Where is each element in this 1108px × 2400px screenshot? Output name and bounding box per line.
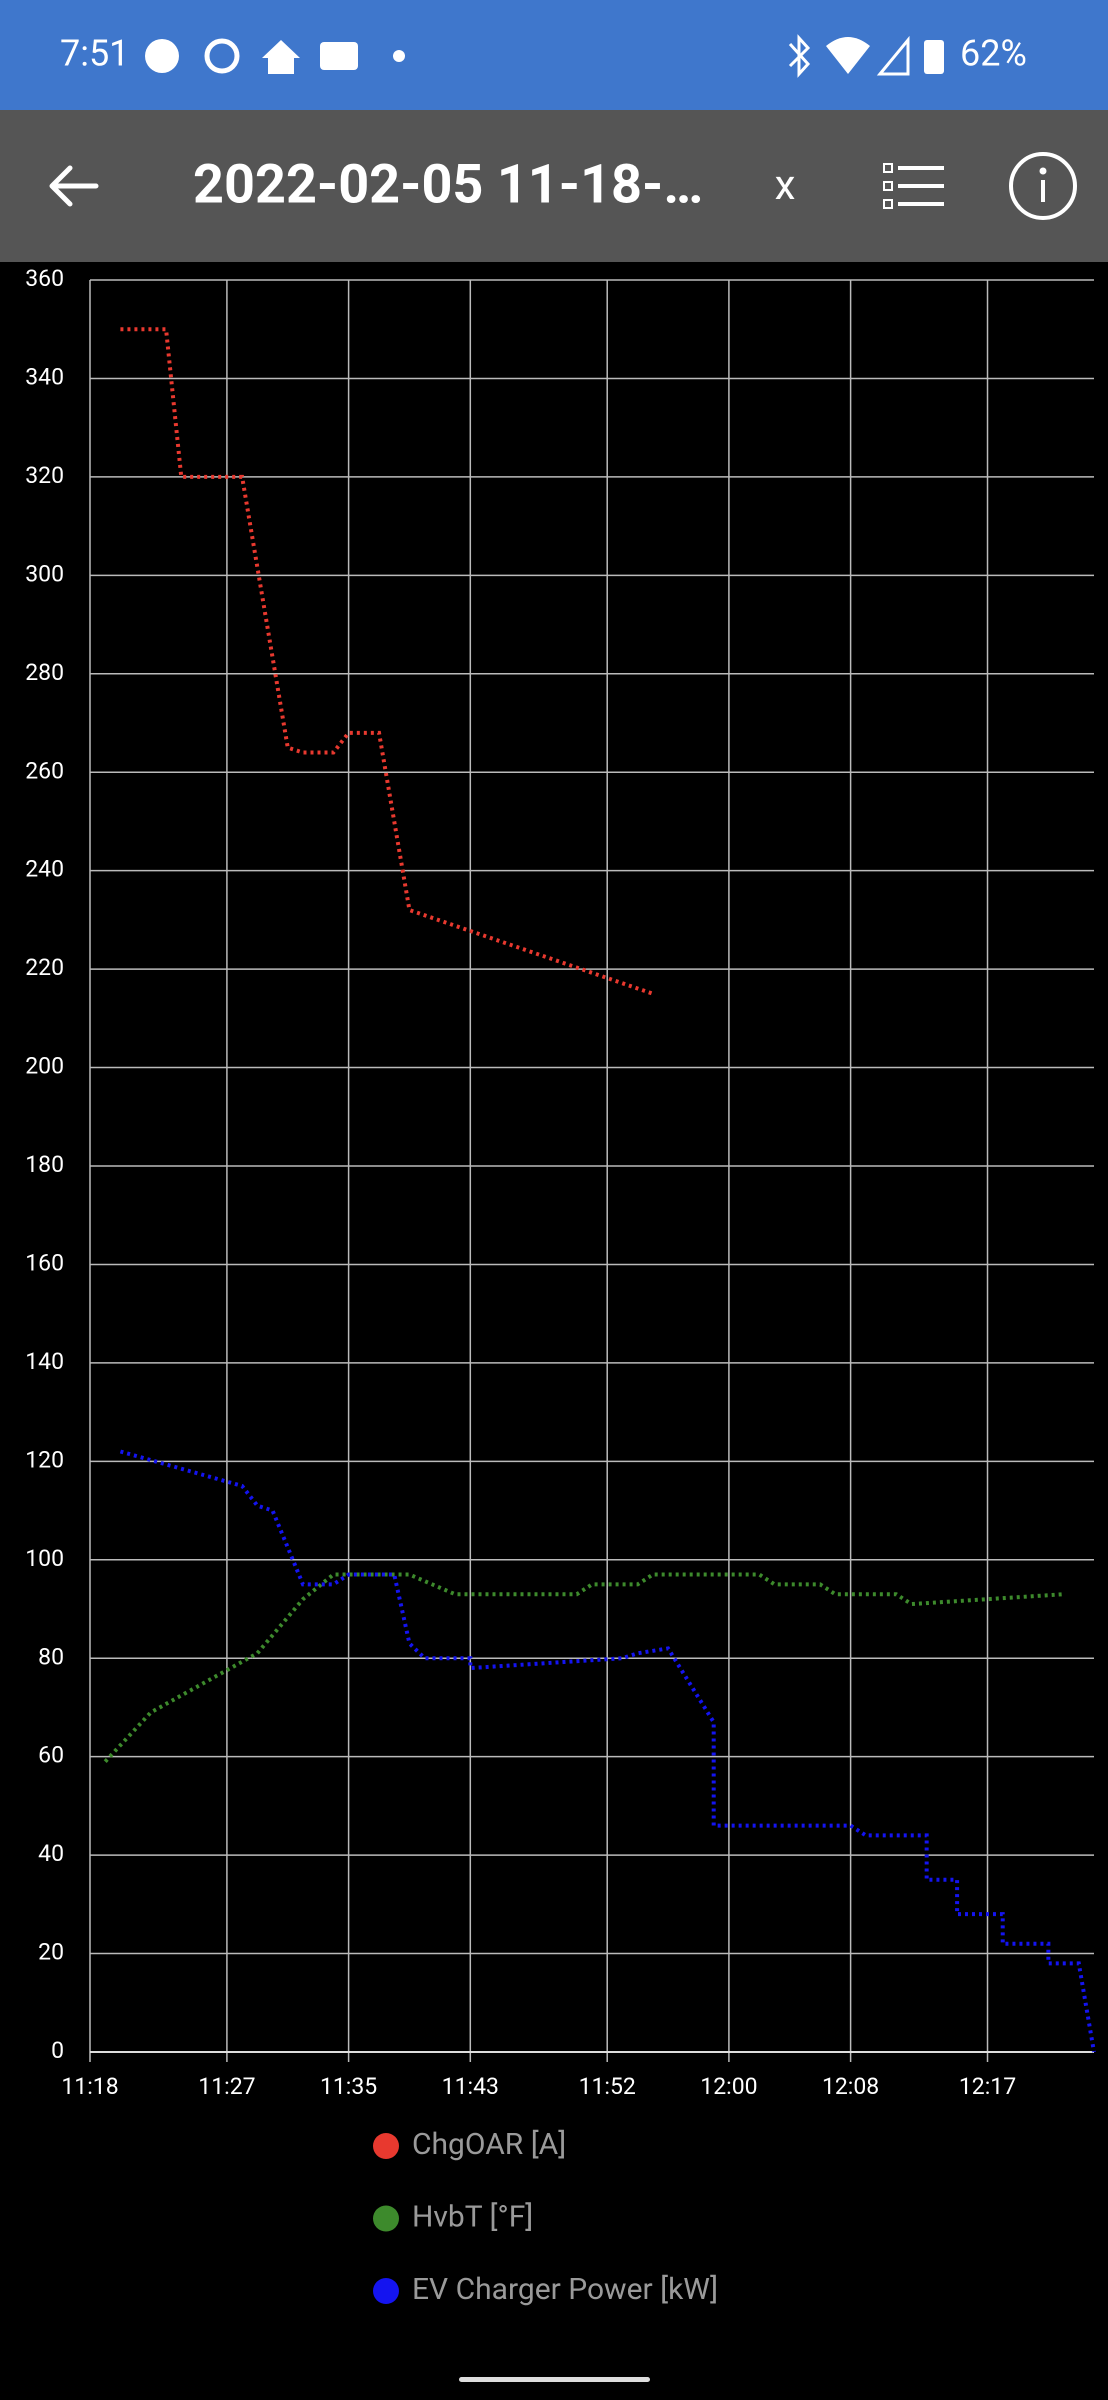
legend-label: ChgOAR [A]	[412, 2127, 566, 2162]
status-icons	[145, 34, 944, 78]
chart: 0 20 40 60 80 100 120 140 160 180 200 220 240 260 280 3…	[25, 265, 1096, 2307]
y-tick-label: 320	[25, 462, 64, 489]
y-tick-label: 0	[51, 2037, 64, 2064]
y-tick-label: 80	[38, 1643, 64, 1670]
notification-icon	[204, 38, 240, 74]
battery-icon	[924, 40, 944, 74]
y-tick-label: 300	[25, 560, 64, 587]
info-button[interactable]	[1009, 152, 1077, 220]
y-tick-label: 220	[25, 954, 64, 981]
home-icon	[262, 40, 300, 74]
list-box	[883, 199, 893, 209]
battery-level: 62%	[960, 33, 1027, 75]
status-time: 7:51	[60, 33, 129, 75]
y-tick-label: 280	[25, 659, 64, 686]
x-tick-label: 11:18	[61, 2073, 118, 2100]
list-button[interactable]	[883, 163, 944, 209]
list-box	[883, 163, 893, 173]
info-dot	[1039, 167, 1047, 175]
y-tick-label: 260	[25, 757, 64, 784]
dot-icon	[393, 50, 405, 62]
series-line	[103, 1572, 1064, 1763]
home-indicator	[459, 2377, 650, 2382]
info-bar	[1041, 180, 1045, 202]
x-tick-label: 12:00	[700, 2073, 757, 2100]
x-tick-label: 11:52	[579, 2073, 636, 2100]
y-tick-label: 40	[38, 1840, 64, 1867]
y-tick-label: 340	[25, 364, 64, 391]
x-tick-label: 12:08	[822, 2073, 879, 2100]
notification-icon	[145, 39, 179, 73]
close-button[interactable]: x	[775, 161, 796, 210]
bluetooth-icon	[788, 34, 811, 78]
legend-marker	[373, 2205, 399, 2232]
status-bar	[0, 0, 1108, 110]
legend-marker	[373, 2133, 399, 2159]
x-tick-label: 12:17	[959, 2073, 1016, 2100]
wifi-icon	[826, 37, 870, 74]
y-tick-label: 160	[25, 1250, 64, 1277]
x-tick-label: 11:43	[442, 2073, 499, 2100]
x-tick-label: 11:35	[320, 2073, 377, 2100]
back-button[interactable]	[49, 165, 99, 207]
y-tick-label: 100	[25, 1545, 64, 1572]
y-tick-label: 240	[25, 856, 64, 883]
y-tick-label: 20	[38, 1939, 64, 1966]
app-title: 2022-02-05 11-18-…	[193, 153, 703, 216]
notification-icon	[320, 42, 358, 70]
series-line	[119, 1449, 1096, 2053]
list-box	[883, 181, 893, 191]
y-tick-label: 140	[25, 1348, 64, 1375]
x-tick-label: 11:27	[198, 2073, 255, 2100]
y-tick-label: 180	[25, 1151, 64, 1178]
y-tick-label: 120	[25, 1446, 64, 1473]
y-tick-label: 60	[38, 1742, 64, 1769]
y-tick-label: 200	[25, 1053, 64, 1080]
y-tick-label: 360	[25, 265, 64, 292]
list-lines	[898, 166, 944, 206]
legend-label: HvbT [°F]	[412, 2199, 533, 2234]
legend-marker	[373, 2278, 399, 2304]
info-circle	[1009, 152, 1077, 220]
legend-label: EV Charger Power [kW]	[412, 2272, 718, 2307]
signal-icon	[876, 35, 910, 76]
